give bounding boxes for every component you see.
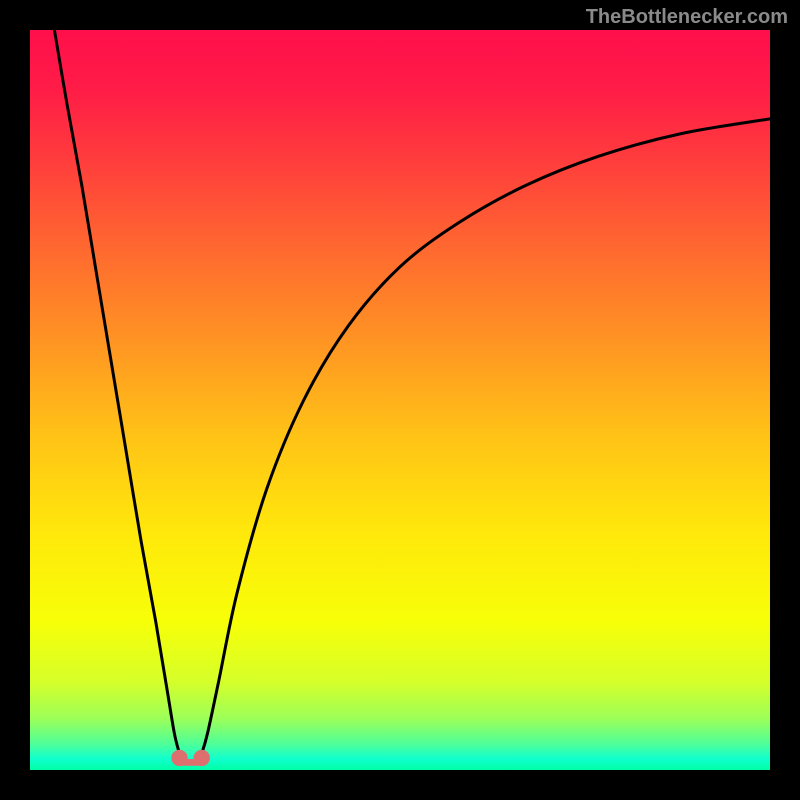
watermark-text: TheBottlenecker.com [586,6,788,29]
chart-container: TheBottlenecker.com [0,0,800,800]
chart-background [30,30,770,770]
bottleneck-curve-chart [30,30,770,770]
